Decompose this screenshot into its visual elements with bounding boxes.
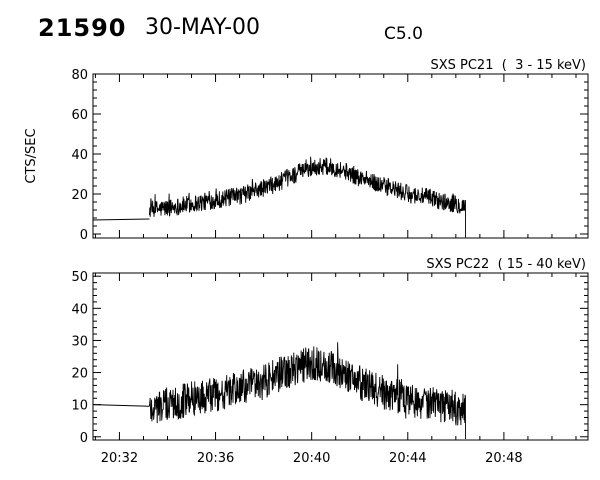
y-axis-label: CTS/SEC (24, 128, 39, 183)
y-tick-label: 80 (71, 68, 88, 83)
panel-frame (92, 73, 589, 239)
x-tick-label: 20:36 (197, 451, 234, 466)
y-tick-label: 50 (71, 270, 88, 285)
y-tick-label: 30 (71, 334, 88, 349)
flat-segment (92, 218, 150, 221)
y-tick-label: 20 (71, 367, 88, 382)
x-tick-label: 20:44 (389, 451, 426, 466)
x-tick-label: 20:32 (101, 451, 138, 466)
y-tick-label: 40 (71, 302, 88, 317)
panel-frame (92, 272, 589, 441)
y-tick-label: 20 (71, 188, 88, 203)
y-tick-label: 40 (71, 148, 88, 163)
panel-title: SXS PC22 ( 15 - 40 keV) (426, 257, 586, 272)
y-tick-label: 0 (80, 431, 88, 446)
y-tick-label: 60 (71, 108, 88, 123)
panel-title: SXS PC21 ( 3 - 15 keV) (430, 58, 586, 73)
x-tick-label: 20:48 (485, 451, 522, 466)
event-date: 30-MAY-00 (145, 15, 261, 40)
flat-segment (92, 404, 150, 407)
count-rate-curve (149, 156, 466, 238)
x-tick-label: 20:40 (293, 451, 330, 466)
event-number: 21590 (38, 14, 127, 42)
y-tick-label: 0 (80, 228, 88, 243)
y-tick-label: 10 (71, 399, 88, 414)
goes-class: C5.0 (384, 24, 423, 44)
count-rate-curve (149, 342, 466, 440)
